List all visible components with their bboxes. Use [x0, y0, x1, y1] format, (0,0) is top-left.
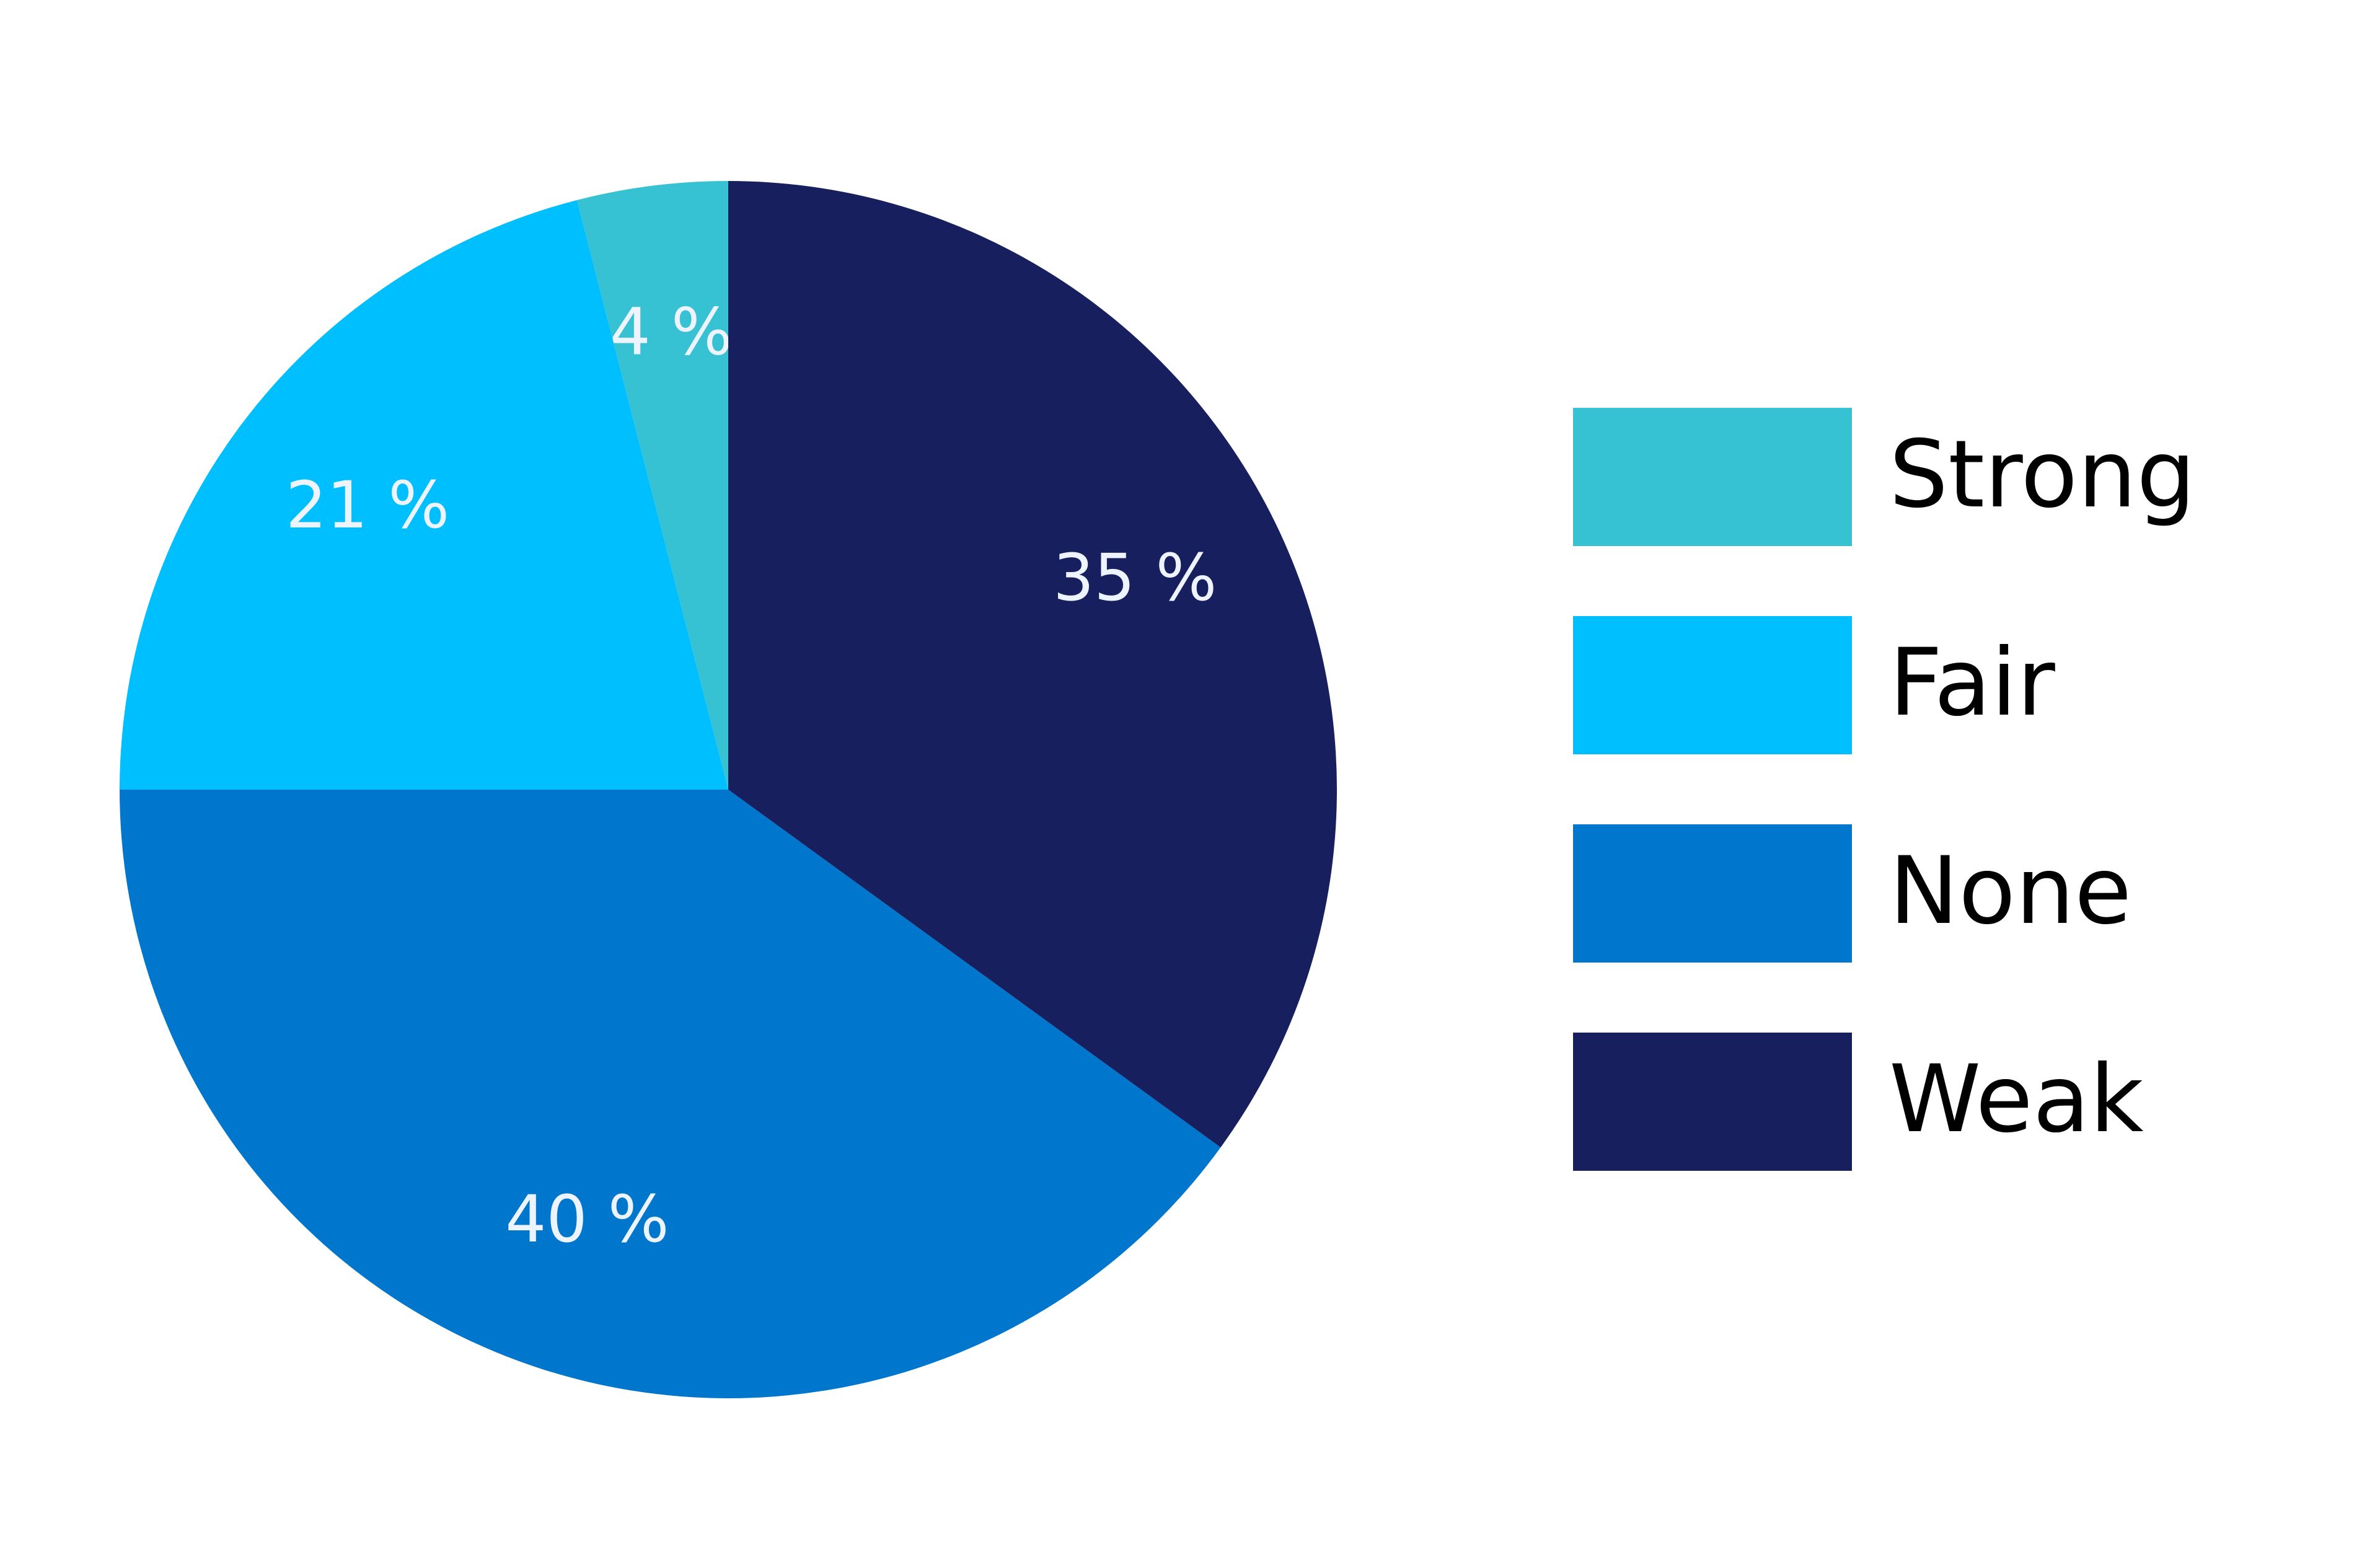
pie-slice — [728, 181, 1338, 1148]
data-label: 40 % — [505, 1181, 669, 1257]
pie-slice — [120, 790, 1221, 1399]
legend-swatch — [1573, 1033, 1852, 1171]
legend-label: Fair — [1889, 629, 2055, 737]
legend-swatch — [1573, 408, 1852, 546]
legend-label: Strong — [1889, 421, 2195, 529]
data-label: 35 % — [1053, 540, 1217, 615]
legend-swatch — [1573, 824, 1852, 963]
legend-label: None — [1889, 837, 2131, 945]
legend-label: Weak — [1889, 1046, 2144, 1153]
pie-slice — [576, 181, 728, 790]
data-label: 4 % — [610, 294, 733, 370]
pie-slice — [120, 200, 728, 790]
legend-swatch — [1573, 616, 1852, 754]
data-label: 21 % — [286, 467, 449, 543]
